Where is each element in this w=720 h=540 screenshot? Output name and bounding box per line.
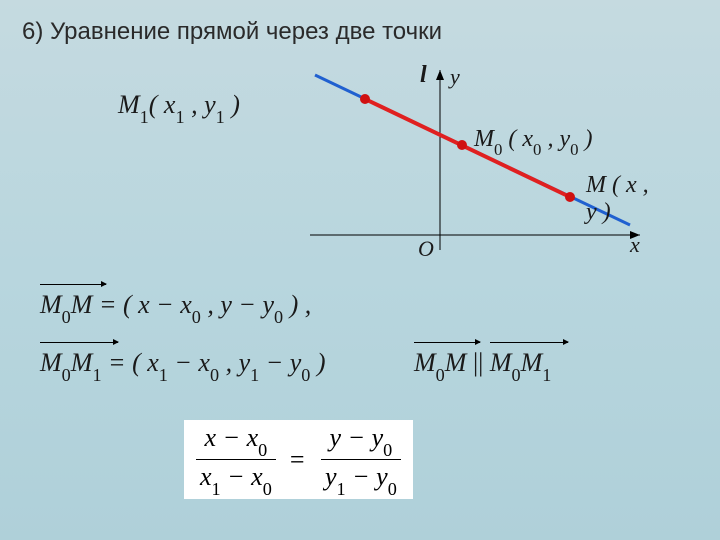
point-m1: [360, 94, 370, 104]
eq-parallel: M0M || M0M1: [414, 348, 551, 382]
label-m0: M0 ( x0 , y0 ): [474, 126, 592, 157]
label-line-l: l: [420, 62, 427, 89]
eq-sign: =: [280, 445, 321, 474]
coordinate-graph: y x O l M0 ( x0 , y0 ) M ( x , y ): [310, 60, 650, 280]
slide-title: 6) Уравнение прямой через две точки: [22, 18, 442, 46]
eq-final: x − x0 x1 − x0 = y − y0 y1 − y0: [184, 420, 413, 499]
graph-svg: [310, 60, 650, 280]
frac-left: x − x0 x1 − x0: [196, 423, 276, 496]
label-y-axis: y: [450, 64, 460, 90]
label-m1: M1( x1 , y1 ): [118, 90, 240, 124]
point-m: [565, 192, 575, 202]
label-origin: O: [418, 236, 434, 262]
eq-vector-m0m1: M0M1 = ( x1 − x0 , y1 − y0 ): [40, 348, 326, 382]
slide: 6) Уравнение прямой через две точки M1( …: [0, 0, 720, 540]
y-axis-arrow: [436, 70, 444, 80]
label-m: M ( x , y ): [586, 172, 650, 226]
label-x-axis: x: [630, 232, 640, 258]
frac-right: y − y0 y1 − y0: [321, 423, 401, 496]
eq-vector-m0m: M0M = ( x − x0 , y − y0 ) ,: [40, 290, 311, 324]
point-m0: [457, 140, 467, 150]
